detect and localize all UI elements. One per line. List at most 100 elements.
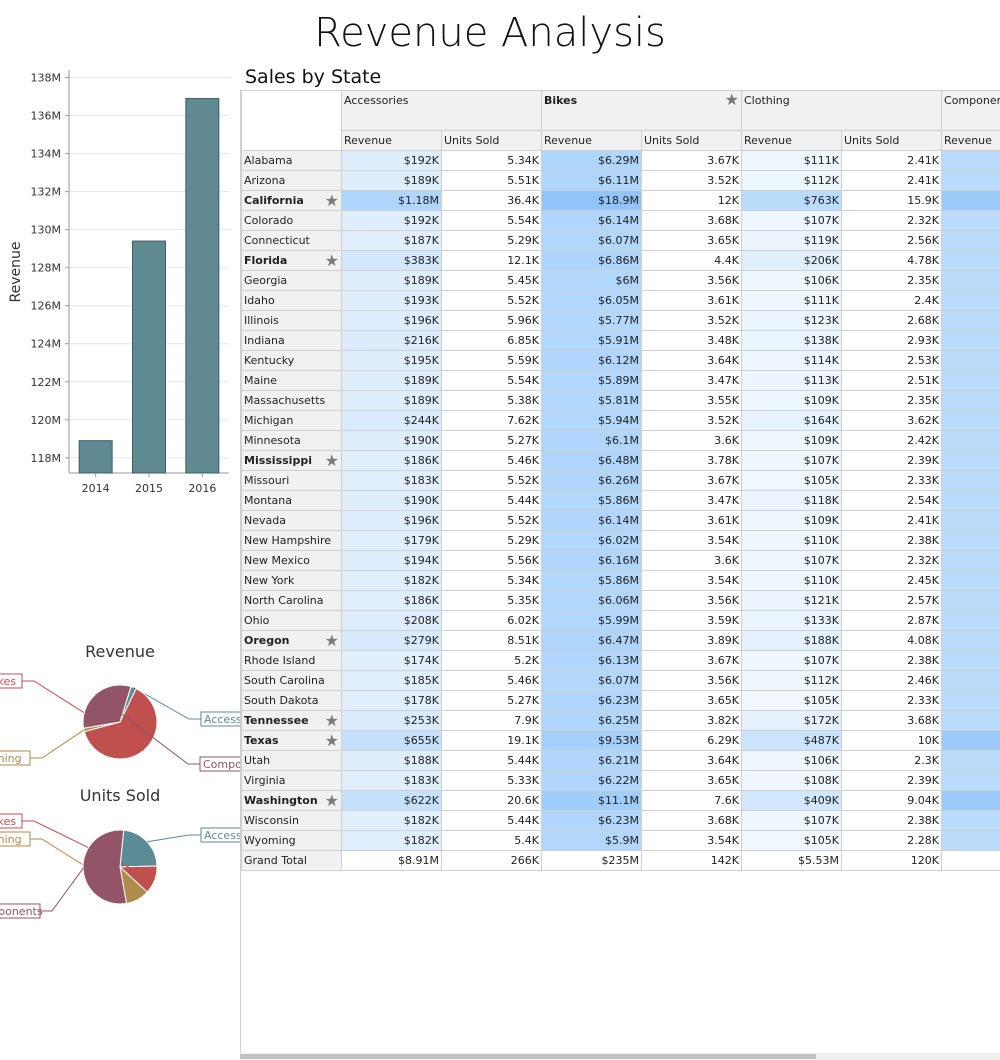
pie-label-box bbox=[0, 903, 41, 919]
row-header-state[interactable]: South Carolina bbox=[241, 670, 342, 691]
row-header-state[interactable]: Michigan bbox=[241, 410, 342, 431]
row-header-state[interactable]: Kentucky bbox=[241, 350, 342, 371]
table-cell: 3.68K bbox=[641, 210, 742, 231]
scrollbar-thumb[interactable] bbox=[240, 1054, 816, 1059]
table-cell-components-revenue bbox=[941, 730, 1000, 751]
row-header-state[interactable]: Wisconsin bbox=[241, 810, 342, 831]
row-header-state[interactable]: Washington ★ bbox=[241, 790, 342, 811]
row-header-state[interactable]: Connecticut bbox=[241, 230, 342, 251]
table-cell: $110K bbox=[741, 530, 842, 551]
table-cell: $5.99M bbox=[541, 610, 642, 631]
table-row: Maine $189K 5.54K $5.89M 3.47K $113K 2.51K bbox=[241, 370, 1000, 391]
row-header-state[interactable]: New Hampshire bbox=[241, 530, 342, 551]
table-cell: $183K bbox=[341, 470, 442, 491]
table-cell: 5.46K bbox=[441, 450, 542, 471]
row-header-state[interactable]: California ★ bbox=[241, 190, 342, 211]
table-cell: 2.41K bbox=[840, 170, 943, 191]
grand-total-cell bbox=[941, 850, 1000, 871]
row-header-state[interactable]: Utah bbox=[241, 750, 342, 771]
table-cell: 3.65K bbox=[641, 690, 742, 711]
row-header-state[interactable]: Minnesota bbox=[241, 430, 342, 451]
row-header-state[interactable]: Nevada bbox=[241, 510, 342, 531]
star-icon: ★ bbox=[324, 711, 339, 730]
row-header-state[interactable]: Wyoming bbox=[241, 830, 342, 851]
table-cell-components-revenue bbox=[941, 490, 1000, 511]
row-header-state[interactable]: Indiana bbox=[241, 330, 342, 351]
table-cell: 5.96K bbox=[441, 310, 542, 331]
horizontal-scrollbar[interactable] bbox=[240, 1053, 1000, 1060]
table-cell: $6.48M bbox=[541, 450, 642, 471]
row-header-state[interactable]: Texas ★ bbox=[241, 730, 342, 751]
table-cell: $279K bbox=[341, 630, 442, 651]
table-cell: 2.45K bbox=[840, 570, 943, 591]
row-header-state[interactable]: South Dakota bbox=[241, 690, 342, 711]
table-cell: $189K bbox=[341, 270, 442, 291]
table-cell: $216K bbox=[341, 330, 442, 351]
table-cell: 3.67K bbox=[641, 650, 742, 671]
y-tick-label: 132M bbox=[31, 186, 62, 199]
row-header-state[interactable]: New Mexico bbox=[241, 550, 342, 571]
column-header-measure[interactable]: Units Sold bbox=[641, 130, 742, 151]
table-cell: 2.33K bbox=[840, 470, 943, 491]
row-header-state[interactable]: Alabama bbox=[241, 150, 342, 171]
table-cell: 5.38K bbox=[441, 390, 542, 411]
row-header-state[interactable]: Rhode Island bbox=[241, 650, 342, 671]
table-cell: 20.6K bbox=[441, 790, 542, 811]
row-header-state[interactable]: Missouri bbox=[241, 470, 342, 491]
column-header-measure[interactable]: Units Sold bbox=[441, 130, 542, 151]
table-cell-components-revenue bbox=[941, 250, 1000, 271]
table-cell: $107K bbox=[741, 210, 842, 231]
table-cell: 3.54K bbox=[641, 830, 742, 851]
table-row: South Dakota $178K 5.27K $6.23M 3.65K $105K 2.… bbox=[241, 690, 1000, 711]
table-cell: 5.27K bbox=[441, 430, 542, 451]
table-cell: 5.52K bbox=[441, 290, 542, 311]
row-header-state[interactable]: Massachusetts bbox=[241, 390, 342, 411]
row-header-state[interactable]: New York bbox=[241, 570, 342, 591]
column-header-category[interactable]: Bikes ★ bbox=[541, 90, 742, 131]
row-header-state[interactable]: Oregon ★ bbox=[241, 630, 342, 651]
table-cell-components-revenue bbox=[941, 270, 1000, 291]
row-header-state[interactable]: Tennessee ★ bbox=[241, 710, 342, 731]
column-header-measure[interactable]: Revenue bbox=[541, 130, 642, 151]
column-header-measure[interactable]: Revenue bbox=[341, 130, 442, 151]
table-cell: $178K bbox=[341, 690, 442, 711]
table-row: Rhode Island $174K 5.2K $6.13M 3.67K $107K 2.3… bbox=[241, 650, 1000, 671]
table-row: California ★ $1.18M 36.4K $18.9M 12K $763K 15.9… bbox=[241, 190, 1000, 211]
table-cell: $114K bbox=[741, 350, 842, 371]
row-header-state[interactable]: Florida ★ bbox=[241, 250, 342, 271]
row-header-state[interactable]: Virginia bbox=[241, 770, 342, 791]
table-cell-components-revenue bbox=[941, 450, 1000, 471]
table-cell-components-revenue bbox=[941, 690, 1000, 711]
row-header-state[interactable]: Idaho bbox=[241, 290, 342, 311]
row-header-state[interactable]: Georgia bbox=[241, 270, 342, 291]
table-row: Oregon ★ $279K 8.51K $6.47M 3.89K $188K 4.08K bbox=[241, 630, 1000, 651]
row-header-state[interactable]: Ohio bbox=[241, 610, 342, 631]
table-cell: $119K bbox=[741, 230, 842, 251]
table-cell: $107K bbox=[741, 450, 842, 471]
grand-total-cell: 120K bbox=[840, 850, 943, 871]
table-cell: $9.53M bbox=[541, 730, 642, 751]
column-header-measure[interactable]: Revenue bbox=[741, 130, 842, 151]
table-cell: $244K bbox=[341, 410, 442, 431]
column-header-measure[interactable]: Units Sold bbox=[840, 130, 943, 151]
row-header-state[interactable]: Illinois bbox=[241, 310, 342, 331]
table-cell-components-revenue bbox=[941, 350, 1000, 371]
row-header-state[interactable]: Montana bbox=[241, 490, 342, 511]
table-cell-components-revenue bbox=[941, 830, 1000, 851]
column-header-category[interactable]: Clothing bbox=[740, 90, 943, 131]
table-cell: $187K bbox=[341, 230, 442, 251]
table-cell: $164K bbox=[741, 410, 842, 431]
row-header-state[interactable]: Arizona bbox=[241, 170, 342, 191]
column-header-category[interactable]: Accessories bbox=[341, 90, 542, 131]
row-header-state[interactable]: North Carolina bbox=[241, 590, 342, 611]
table-row: Massachusetts $189K 5.38K $5.81M 3.55K $109K 2… bbox=[241, 390, 1000, 411]
column-header-category[interactable]: Components bbox=[941, 90, 1000, 131]
table-cell: 5.54K bbox=[441, 210, 542, 231]
table-cell: 3.61K bbox=[641, 290, 742, 311]
row-header-state[interactable]: Colorado bbox=[241, 210, 342, 231]
column-header-measure[interactable]: Revenue bbox=[941, 130, 1000, 151]
row-header-state[interactable]: Mississippi ★ bbox=[241, 450, 342, 471]
y-tick-label: 126M bbox=[31, 300, 62, 313]
table-cell: 7.62K bbox=[441, 410, 542, 431]
row-header-state[interactable]: Maine bbox=[241, 370, 342, 391]
